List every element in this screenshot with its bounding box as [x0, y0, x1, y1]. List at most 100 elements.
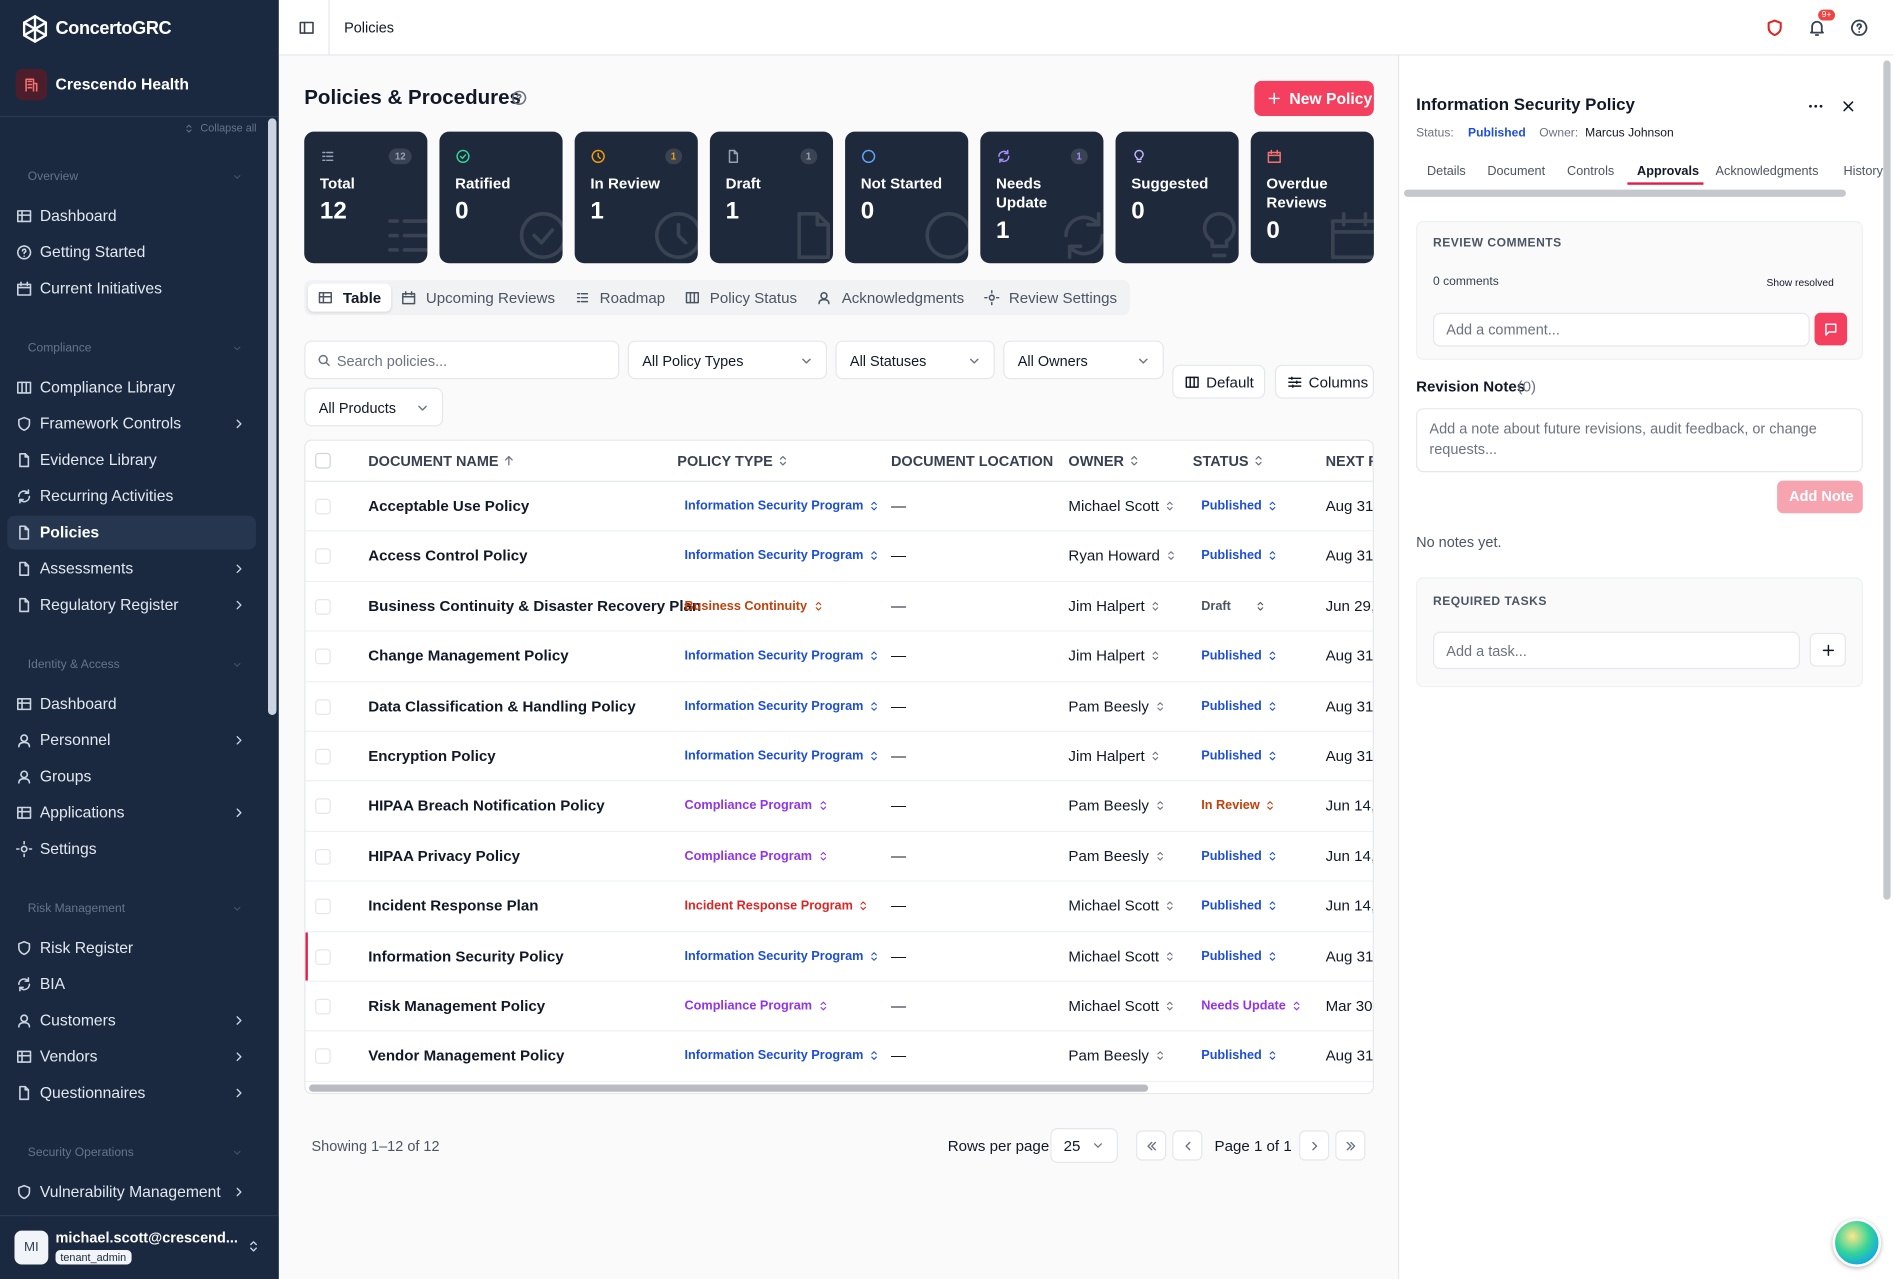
show-resolved[interactable]: Show resolved — [1766, 276, 1834, 289]
owner[interactable]: Jim Halpert — [1068, 597, 1145, 615]
nav-item[interactable]: Risk Register — [0, 930, 263, 966]
nav-item[interactable]: Applications — [0, 795, 263, 831]
table-row[interactable]: Business Continuity & Disaster Recovery … — [305, 582, 1373, 632]
nav-item[interactable]: Dashboard — [0, 686, 263, 722]
status[interactable]: Published — [1201, 498, 1262, 514]
table-row[interactable]: Data Classification & Handling Policy Inf… — [305, 682, 1373, 732]
filter-select[interactable]: All Owners — [1003, 340, 1164, 380]
policy-type[interactable]: Compliance Program — [684, 998, 813, 1014]
status[interactable]: Published — [1201, 1048, 1262, 1064]
status[interactable]: Published — [1201, 848, 1262, 864]
owner[interactable]: Michael Scott — [1068, 897, 1160, 915]
policy-type[interactable]: Information Security Program — [684, 648, 864, 664]
column-header[interactable]: DOCUMENT LOCATION — [890, 452, 1054, 470]
page-button[interactable] — [1172, 1130, 1203, 1161]
view-tab[interactable]: Roadmap — [565, 284, 675, 312]
owner[interactable]: Jim Halpert — [1068, 747, 1145, 765]
table-row[interactable]: Incident Response Plan Incident Response … — [305, 882, 1373, 932]
checkbox[interactable] — [315, 748, 331, 765]
page-size-select[interactable]: 25 — [1050, 1127, 1118, 1164]
nav-item[interactable]: Vulnerability Management — [0, 1174, 263, 1210]
owner[interactable]: Pam Beesly — [1068, 847, 1149, 865]
nav-item[interactable]: Framework Controls — [0, 406, 263, 442]
note-textarea[interactable]: Add a note about future revisions, audit… — [1416, 408, 1863, 473]
owner[interactable]: Pam Beesly — [1068, 797, 1149, 815]
nav-item[interactable]: Regulatory Register — [0, 587, 263, 623]
stat-card[interactable]: 1 In Review 1 — [574, 131, 698, 264]
policy-type[interactable]: Incident Response Program — [684, 898, 853, 914]
checkbox[interactable] — [315, 798, 331, 815]
stat-card[interactable]: Ratified 0 — [439, 131, 563, 264]
nav-item[interactable]: Dashboard — [0, 198, 263, 234]
policy-type[interactable]: Information Security Program — [684, 1048, 864, 1064]
checkbox[interactable] — [315, 598, 331, 615]
nav-item[interactable]: Assessments — [0, 551, 263, 587]
filter-select[interactable]: All Products — [304, 387, 444, 427]
nav-item[interactable]: Vendors — [0, 1039, 263, 1075]
stat-card[interactable]: 12 Total 12 — [304, 131, 428, 264]
column-header[interactable]: DOCUMENT NAME — [368, 452, 499, 470]
nav-item[interactable]: Recurring Activities — [0, 478, 263, 514]
checkbox[interactable] — [315, 848, 331, 865]
view-tab[interactable]: Review Settings — [974, 284, 1127, 312]
panel-tab[interactable]: Document — [1487, 164, 1546, 179]
nav-item[interactable]: Policies — [0, 514, 263, 550]
nav-item[interactable]: Groups — [0, 758, 263, 794]
filter-select[interactable]: All Policy Types — [627, 340, 827, 380]
search-input[interactable]: Search policies... — [304, 340, 620, 380]
task-input[interactable]: Add a task... — [1433, 631, 1801, 670]
view-tab[interactable]: Policy Status — [675, 284, 807, 312]
checkbox[interactable] — [315, 452, 331, 469]
status[interactable]: Needs Update — [1201, 998, 1286, 1014]
status[interactable]: In Review — [1201, 798, 1260, 814]
nav-item[interactable]: Compliance Library — [0, 370, 263, 406]
nav-item[interactable]: BIA — [0, 966, 263, 1002]
toolbar-button[interactable]: Default — [1172, 364, 1266, 399]
stat-card[interactable]: 1 Needs Update 1 — [980, 131, 1104, 264]
panel-tab[interactable]: Controls — [1567, 164, 1615, 179]
view-tab[interactable]: Table — [307, 283, 391, 312]
toolbar-button[interactable]: Columns — [1274, 364, 1374, 399]
panel-tab[interactable]: Approvals — [1637, 164, 1700, 179]
column-header[interactable]: NEXT REVIEW — [1325, 452, 1373, 470]
send-button[interactable] — [1814, 312, 1848, 346]
status[interactable]: Published — [1201, 698, 1262, 714]
status[interactable]: Published — [1201, 898, 1262, 914]
status[interactable]: Published — [1201, 748, 1262, 764]
add-note-button[interactable]: Add Note — [1777, 480, 1863, 514]
stat-card[interactable]: Not Started 0 — [845, 131, 969, 264]
status[interactable]: Published — [1201, 548, 1262, 564]
checkbox[interactable] — [315, 1048, 331, 1065]
table-row[interactable]: Access Control Policy Information Securit… — [305, 532, 1373, 582]
stat-card[interactable]: Overdue Reviews 0 — [1250, 131, 1374, 264]
stat-card[interactable]: 1 Draft 1 — [709, 131, 834, 264]
nav-item[interactable]: Personnel — [0, 722, 263, 758]
table-row[interactable]: Risk Management Policy Compliance Program… — [305, 982, 1373, 1032]
checkbox[interactable] — [315, 998, 331, 1015]
status[interactable]: Published — [1201, 948, 1262, 964]
checkbox[interactable] — [315, 948, 331, 965]
owner[interactable]: Pam Beesly — [1068, 1047, 1149, 1065]
table-row[interactable]: Acceptable Use Policy Information Securit… — [305, 482, 1373, 532]
filter-select[interactable]: All Statuses — [835, 340, 995, 380]
comment-input[interactable]: Add a comment... — [1433, 312, 1810, 347]
policy-type[interactable]: Information Security Program — [684, 548, 864, 564]
policy-type[interactable]: Information Security Program — [684, 498, 864, 514]
owner[interactable]: Jim Halpert — [1068, 647, 1145, 665]
policy-type[interactable]: Information Security Program — [684, 948, 864, 964]
checkbox[interactable] — [315, 898, 331, 915]
nav-item[interactable]: Evidence Library — [0, 442, 263, 478]
table-row[interactable]: Vendor Management Policy Information Secu… — [305, 1032, 1373, 1082]
policy-type[interactable]: Compliance Program — [684, 848, 813, 864]
page-button[interactable] — [1136, 1130, 1167, 1161]
nav-item[interactable]: Questionnaires — [0, 1075, 263, 1111]
nav-item[interactable]: Getting Started — [0, 234, 263, 270]
column-header[interactable]: OWNER — [1068, 452, 1124, 470]
owner[interactable]: Ryan Howard — [1068, 547, 1160, 565]
status[interactable]: Draft — [1201, 598, 1231, 614]
page-button[interactable] — [1335, 1130, 1366, 1161]
view-tab[interactable]: Acknowledgments — [807, 284, 974, 312]
table-row[interactable]: HIPAA Privacy Policy Compliance Program — P… — [305, 832, 1373, 882]
nav-item[interactable]: Current Initiatives — [0, 271, 263, 307]
assistant-bubble[interactable] — [1832, 1218, 1881, 1267]
